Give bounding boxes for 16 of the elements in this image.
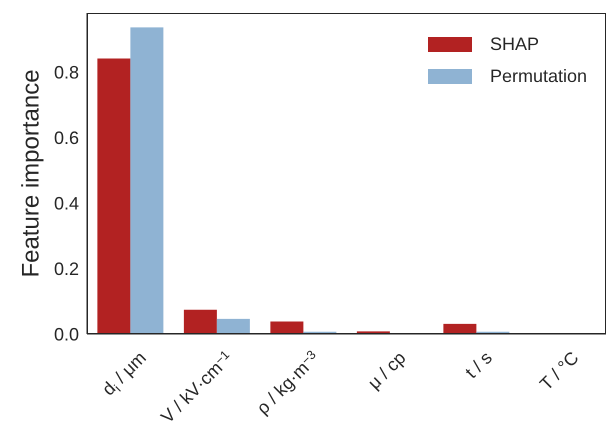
y-tick-label: 0.4 [54, 193, 79, 214]
bar [184, 310, 217, 334]
legend-label: SHAP [490, 34, 539, 54]
x-tick-label: T / °C [536, 348, 582, 394]
y-tick-label: 0.2 [54, 258, 79, 279]
bar [270, 322, 304, 334]
bar [97, 58, 130, 334]
y-tick-label: 0.8 [54, 62, 79, 82]
bar [130, 27, 164, 334]
y-axis-title: Feature importance [18, 69, 45, 278]
y-tick-label: 0.6 [54, 128, 79, 148]
y-tick-label: 0.0 [54, 324, 79, 344]
x-tick-label: μ / cp [364, 348, 410, 394]
x-tick-label: t / s [461, 348, 496, 382]
bar [216, 318, 250, 334]
legend-label: Permutation [490, 66, 587, 86]
